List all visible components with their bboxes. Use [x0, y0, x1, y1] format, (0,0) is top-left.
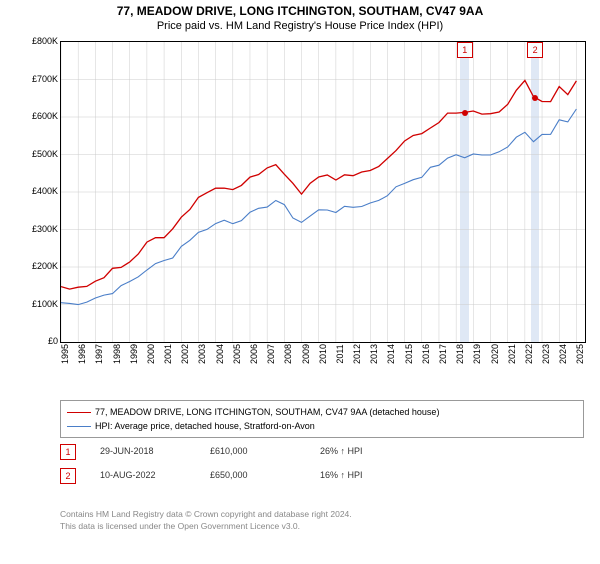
x-axis-label: 2002 — [180, 344, 190, 364]
x-axis-label: 1997 — [94, 344, 104, 364]
x-axis-label: 2011 — [335, 344, 345, 363]
x-axis-label: 2004 — [215, 344, 225, 364]
sale-marker-label: 2 — [527, 42, 543, 58]
x-axis-label: 2013 — [369, 344, 379, 364]
y-axis-label: £0 — [48, 336, 58, 346]
legend-item: HPI: Average price, detached house, Stra… — [67, 419, 577, 433]
x-axis-label: 2009 — [301, 344, 311, 364]
sale-delta: 26% ↑ HPI — [320, 446, 363, 456]
legend-label: 77, MEADOW DRIVE, LONG ITCHINGTON, SOUTH… — [95, 407, 439, 417]
legend-swatch — [67, 426, 91, 427]
x-axis-label: 2012 — [352, 344, 362, 364]
legend-box: 77, MEADOW DRIVE, LONG ITCHINGTON, SOUTH… — [60, 400, 584, 438]
x-axis-label: 2018 — [455, 344, 465, 364]
footer-line2: This data is licensed under the Open Gov… — [60, 521, 300, 531]
sale-price: £610,000 — [210, 446, 320, 456]
x-axis-label: 2003 — [197, 344, 207, 364]
x-axis-label: 2006 — [249, 344, 259, 364]
x-axis-label: 1996 — [77, 344, 87, 364]
y-axis-label: £500K — [32, 149, 58, 159]
sale-price: £650,000 — [210, 470, 320, 480]
x-axis-label: 2015 — [404, 344, 414, 364]
x-axis-label: 2021 — [507, 344, 517, 364]
footer-line1: Contains HM Land Registry data © Crown c… — [60, 509, 352, 519]
chart-subtitle: Price paid vs. HM Land Registry's House … — [0, 20, 600, 32]
y-axis-label: £700K — [32, 74, 58, 84]
y-axis-label: £200K — [32, 261, 58, 271]
x-axis-label: 2017 — [438, 344, 448, 364]
sale-row: 2 10-AUG-2022£650,00016% ↑ HPI — [60, 468, 584, 484]
sale-delta: 16% ↑ HPI — [320, 470, 363, 480]
x-axis-label: 1998 — [112, 344, 122, 364]
x-axis-label: 2014 — [386, 344, 396, 364]
chart-area: 12 £0£100K£200K£300K£400K£500K£600K£700K… — [10, 36, 590, 366]
chart-title: 77, MEADOW DRIVE, LONG ITCHINGTON, SOUTH… — [0, 4, 600, 18]
sale-marker-dot — [532, 95, 538, 101]
x-axis-label: 2010 — [318, 344, 328, 364]
y-axis-label: £800K — [32, 36, 58, 46]
y-axis-label: £600K — [32, 111, 58, 121]
legend-label: HPI: Average price, detached house, Stra… — [95, 421, 315, 431]
x-axis-label: 2005 — [232, 344, 242, 364]
chart-plot: 12 — [60, 41, 586, 343]
sale-marker-label: 1 — [457, 42, 473, 58]
x-axis-label: 2025 — [575, 344, 585, 364]
y-axis-label: £400K — [32, 186, 58, 196]
x-axis-label: 2000 — [146, 344, 156, 364]
x-axis-label: 2016 — [421, 344, 431, 364]
sale-date: 10-AUG-2022 — [100, 470, 210, 480]
sale-row: 1 29-JUN-2018£610,00026% ↑ HPI — [60, 444, 584, 460]
x-axis-label: 1995 — [60, 344, 70, 364]
x-axis-label: 2008 — [283, 344, 293, 364]
sale-marker-dot — [462, 110, 468, 116]
sale-row-marker: 2 — [60, 468, 76, 484]
y-axis-label: £300K — [32, 224, 58, 234]
footer-text: Contains HM Land Registry data © Crown c… — [60, 508, 352, 532]
legend-swatch — [67, 412, 91, 413]
x-axis-label: 2001 — [163, 344, 173, 364]
x-axis-label: 2019 — [472, 344, 482, 364]
x-axis-label: 2023 — [541, 344, 551, 364]
y-axis-label: £100K — [32, 299, 58, 309]
sale-row-marker: 1 — [60, 444, 76, 460]
x-axis-label: 2022 — [524, 344, 534, 364]
sale-date: 29-JUN-2018 — [100, 446, 210, 456]
legend-item: 77, MEADOW DRIVE, LONG ITCHINGTON, SOUTH… — [67, 405, 577, 419]
x-axis-label: 2007 — [266, 344, 276, 364]
x-axis-label: 2024 — [558, 344, 568, 364]
x-axis-label: 2020 — [490, 344, 500, 364]
x-axis-label: 1999 — [129, 344, 139, 364]
